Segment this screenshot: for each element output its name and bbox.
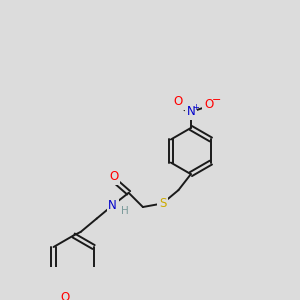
Text: N: N [108,199,117,212]
Text: S: S [159,197,166,210]
Text: O: O [109,170,118,183]
Text: +: + [192,103,199,112]
Text: H: H [121,206,129,216]
Text: O: O [204,98,213,111]
Text: N: N [187,106,195,118]
Text: O: O [60,291,69,300]
Text: O: O [174,95,183,108]
Text: −: − [212,95,221,105]
